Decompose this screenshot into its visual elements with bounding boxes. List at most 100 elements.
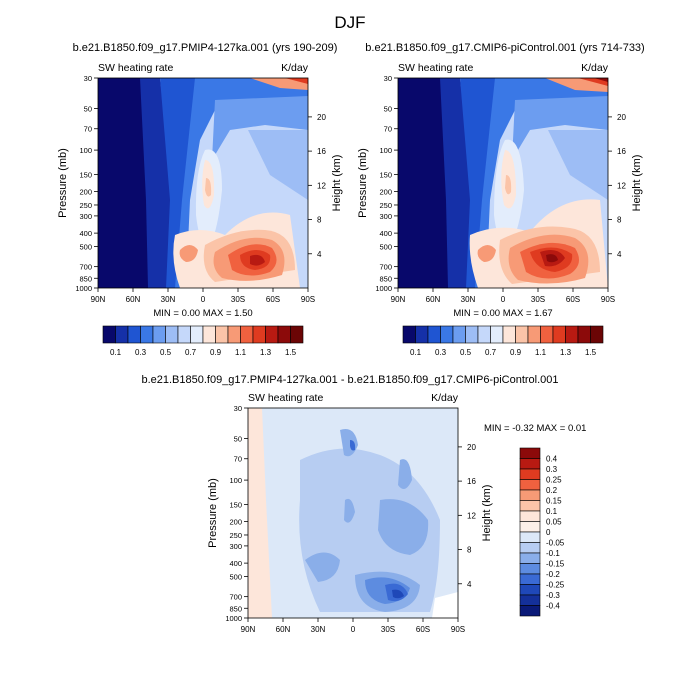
x-tick-label: 0 bbox=[351, 625, 356, 634]
heatmap-field bbox=[398, 78, 608, 288]
colorbar-swatch bbox=[115, 325, 129, 344]
y2-tick-label: 16 bbox=[617, 147, 626, 156]
y-tick-label: 30 bbox=[84, 74, 92, 83]
colorbar-swatch bbox=[519, 594, 541, 606]
colorbar-label: 0.7 bbox=[485, 348, 497, 357]
colorbar-swatch bbox=[590, 325, 604, 344]
colorbar-label: -0.3 bbox=[546, 591, 560, 600]
y-tick-label: 150 bbox=[379, 170, 392, 179]
y-tick-label: 500 bbox=[379, 242, 392, 251]
y-tick-label: 30 bbox=[234, 404, 242, 413]
x-tick-label: 30N bbox=[161, 295, 176, 304]
x-tick-label: 0 bbox=[501, 295, 506, 304]
y-tick-label: 50 bbox=[84, 105, 92, 114]
units-label: K/day bbox=[581, 62, 609, 74]
y-tick-label: 300 bbox=[79, 212, 92, 221]
colorbar-label: 1.5 bbox=[585, 348, 597, 357]
colorbar-label: 1.1 bbox=[535, 348, 547, 357]
x-tick-label: 30S bbox=[381, 625, 395, 634]
colorbar-label: -0.4 bbox=[546, 602, 560, 611]
colorbar-label: 0.15 bbox=[546, 497, 562, 506]
x-tick-label: 60S bbox=[266, 295, 280, 304]
y-tick-label: 50 bbox=[384, 105, 392, 114]
colorbar-swatch bbox=[552, 325, 566, 344]
diff-title: b.e21.B1850.f09_g17.PMIP4-127ka.001 - b.… bbox=[141, 374, 558, 386]
colorbar-label: 0.4 bbox=[546, 455, 558, 464]
y-tick-label: 850 bbox=[229, 604, 242, 613]
y-tick-label: 250 bbox=[229, 531, 242, 540]
colorbar-label: 0.3 bbox=[135, 348, 147, 357]
colorbar-swatch bbox=[515, 325, 529, 344]
colorbar-swatch bbox=[102, 325, 116, 344]
y2-tick-label: 20 bbox=[317, 113, 326, 122]
colorbar-swatch bbox=[519, 542, 541, 554]
y-tick-label: 400 bbox=[229, 559, 242, 568]
y-tick-label: 400 bbox=[79, 229, 92, 238]
y-tick-label: 850 bbox=[379, 274, 392, 283]
x-tick-label: 60N bbox=[126, 295, 141, 304]
colorbar-label: 0.5 bbox=[160, 348, 172, 357]
colorbar-swatch bbox=[565, 325, 579, 344]
colorbar-swatch bbox=[577, 325, 591, 344]
colorbar-swatch bbox=[277, 325, 291, 344]
y2-tick-label: 4 bbox=[467, 580, 472, 589]
colorbar-swatch bbox=[290, 325, 304, 344]
colorbar-swatch bbox=[502, 325, 516, 344]
colorbar-swatch bbox=[519, 573, 541, 585]
figure-title: DJF bbox=[334, 13, 365, 32]
stats-text: MIN = 0.00 MAX = 1.67 bbox=[453, 308, 552, 319]
x-tick-label: 90N bbox=[391, 295, 406, 304]
heatmap-field bbox=[248, 408, 458, 618]
x-tick-label: 60N bbox=[276, 625, 291, 634]
y-tick-label: 100 bbox=[79, 146, 92, 155]
colorbar-label: 0.9 bbox=[510, 348, 522, 357]
colorbar-label: -0.25 bbox=[546, 581, 565, 590]
panel-picontrol: b.e21.B1850.f09_g17.CMIP6-piControl.001 … bbox=[365, 42, 645, 289]
panel-title: b.e21.B1850.f09_g17.PMIP4-127ka.001 (yrs… bbox=[73, 42, 338, 54]
colorbar-swatch bbox=[202, 325, 216, 344]
colorbar-swatch bbox=[240, 325, 254, 344]
variable-label: SW heating rate bbox=[398, 62, 473, 74]
colorbar-swatch bbox=[519, 500, 541, 512]
x-tick-label: 90S bbox=[301, 295, 315, 304]
y-tick-label: 700 bbox=[229, 593, 242, 602]
y-tick-label: 70 bbox=[84, 125, 92, 134]
y2-tick-label: 8 bbox=[467, 546, 472, 555]
variable-label: SW heating rate bbox=[98, 62, 173, 74]
y-tick-label: 200 bbox=[379, 188, 392, 197]
y2-axis-title: Height (km) bbox=[481, 485, 493, 542]
colorbar-swatch bbox=[127, 325, 141, 344]
y2-tick-label: 16 bbox=[317, 147, 326, 156]
x-tick-label: 90N bbox=[241, 625, 256, 634]
colorbar-swatch bbox=[465, 325, 479, 344]
colorbar-swatch bbox=[215, 325, 229, 344]
colorbar-swatch bbox=[140, 325, 154, 344]
y-tick-label: 500 bbox=[79, 242, 92, 251]
y-tick-label: 300 bbox=[379, 212, 392, 221]
y-tick-label: 50 bbox=[234, 435, 242, 444]
colorbar-label: 0.1 bbox=[410, 348, 422, 357]
colorbar-label: 0.7 bbox=[185, 348, 197, 357]
colorbar-label: 0.25 bbox=[546, 476, 562, 485]
y-tick-label: 200 bbox=[229, 518, 242, 527]
y-tick-label: 700 bbox=[79, 263, 92, 272]
y-tick-label: 150 bbox=[229, 500, 242, 509]
y-tick-label: 1000 bbox=[75, 284, 92, 293]
x-tick-label: 90N bbox=[91, 295, 106, 304]
y2-tick-label: 20 bbox=[467, 443, 476, 452]
colorbar-swatch bbox=[427, 325, 441, 344]
colorbar-label: -0.15 bbox=[546, 560, 565, 569]
colorbar-label: 0.3 bbox=[546, 465, 558, 474]
y2-axis-title: Height (km) bbox=[331, 155, 343, 212]
colorbar-swatch bbox=[519, 605, 541, 617]
y2-tick-label: 8 bbox=[617, 216, 622, 225]
colorbar-label: 0.1 bbox=[546, 507, 558, 516]
y-tick-label: 100 bbox=[379, 146, 392, 155]
y-tick-label: 70 bbox=[234, 455, 242, 464]
colorbar-swatch bbox=[440, 325, 454, 344]
x-tick-label: 60S bbox=[566, 295, 580, 304]
colorbar-label: -0.05 bbox=[546, 539, 565, 548]
colorbar-label: 0.05 bbox=[546, 518, 562, 527]
y-axis-title: Pressure (mb) bbox=[357, 148, 369, 218]
colorbar-swatch bbox=[519, 531, 541, 543]
